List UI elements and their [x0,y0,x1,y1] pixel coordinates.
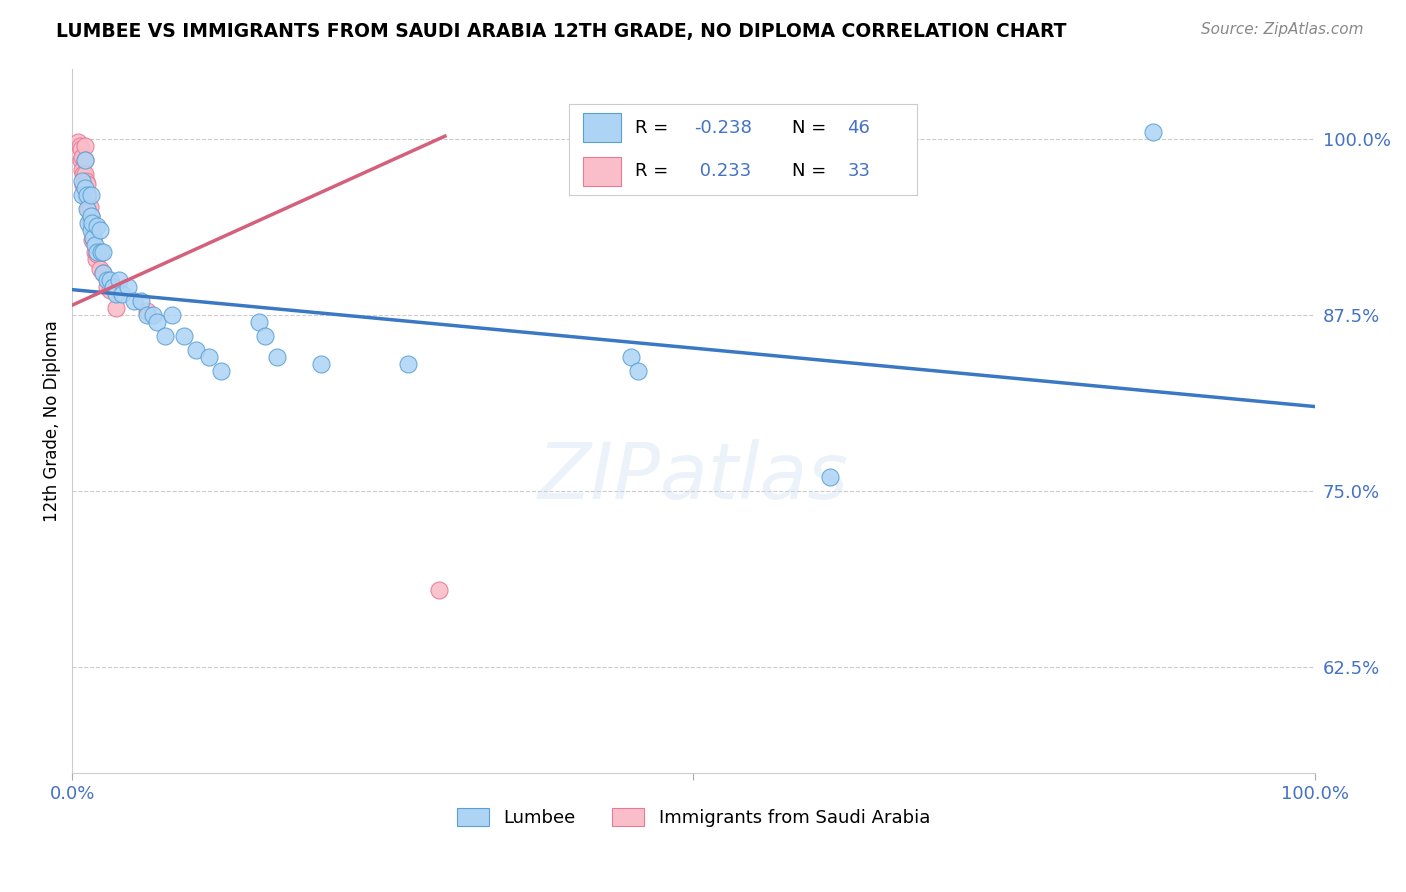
Point [72,178,94,193]
Point [82,230,104,244]
Point [173,329,195,343]
Point [108,273,131,287]
Y-axis label: 12th Grade, No Diploma: 12th Grade, No Diploma [44,319,60,522]
Point [76,191,98,205]
Point [67,135,90,149]
Point [90,244,112,259]
Point [91,266,114,280]
Point [209,364,232,378]
Point [89,223,111,237]
Point [160,308,183,322]
Point [82,230,104,244]
Text: LUMBEE VS IMMIGRANTS FROM SAUDI ARABIA 12TH GRADE, NO DIPLOMA CORRELATION CHART: LUMBEE VS IMMIGRANTS FROM SAUDI ARABIA 1… [56,22,1067,41]
Text: Source: ZipAtlas.com: Source: ZipAtlas.com [1201,22,1364,37]
Point [82,217,104,231]
Point [73,153,96,167]
Point [96,280,118,294]
Point [73,181,96,195]
Point [142,308,165,322]
Point [86,244,108,259]
Point [70,188,93,202]
Point [620,351,643,365]
Point [91,266,114,280]
Point [129,293,152,308]
Point [198,351,221,365]
Point [86,219,108,234]
Point [75,174,97,188]
Point [79,213,101,227]
Point [72,167,94,181]
Point [70,150,93,164]
Point [73,139,96,153]
Point [104,301,127,315]
Point [124,293,146,308]
Point [91,244,114,259]
Point [77,202,100,217]
Point [80,210,103,224]
Point [98,273,121,287]
Point [104,286,127,301]
Point [145,315,167,329]
Point [98,283,121,297]
Point [70,174,93,188]
Point [80,188,103,202]
Point [186,343,208,358]
Point [396,357,419,371]
Point [117,280,139,294]
Point [80,223,103,237]
Point [103,280,125,294]
Point [76,188,98,202]
Point [253,329,276,343]
Point [70,153,93,167]
Point [155,329,177,343]
Point [818,470,841,484]
Point [77,188,100,202]
Point [135,303,157,318]
Point [89,261,111,276]
Point [77,217,100,231]
Text: ZIPatlas: ZIPatlas [538,439,849,515]
Point [96,273,118,287]
Point [75,188,97,202]
Point [427,582,450,597]
Point [76,177,98,191]
Point [70,142,93,156]
Point [83,244,105,259]
Point [1142,125,1164,139]
Point [82,220,104,235]
Point [79,200,101,214]
Point [309,357,332,371]
Point [76,202,98,217]
Point [69,139,91,153]
Point [111,286,134,301]
Point [70,163,93,178]
Point [80,210,103,224]
Point [73,153,96,167]
Legend: Lumbee, Immigrants from Saudi Arabia: Lumbee, Immigrants from Saudi Arabia [450,800,938,834]
Point [86,247,108,261]
Point [83,237,105,252]
Point [84,252,107,266]
Point [266,351,288,365]
Point [82,233,104,247]
Point [247,315,270,329]
Point [135,308,157,322]
Point [73,167,96,181]
Point [626,364,648,378]
